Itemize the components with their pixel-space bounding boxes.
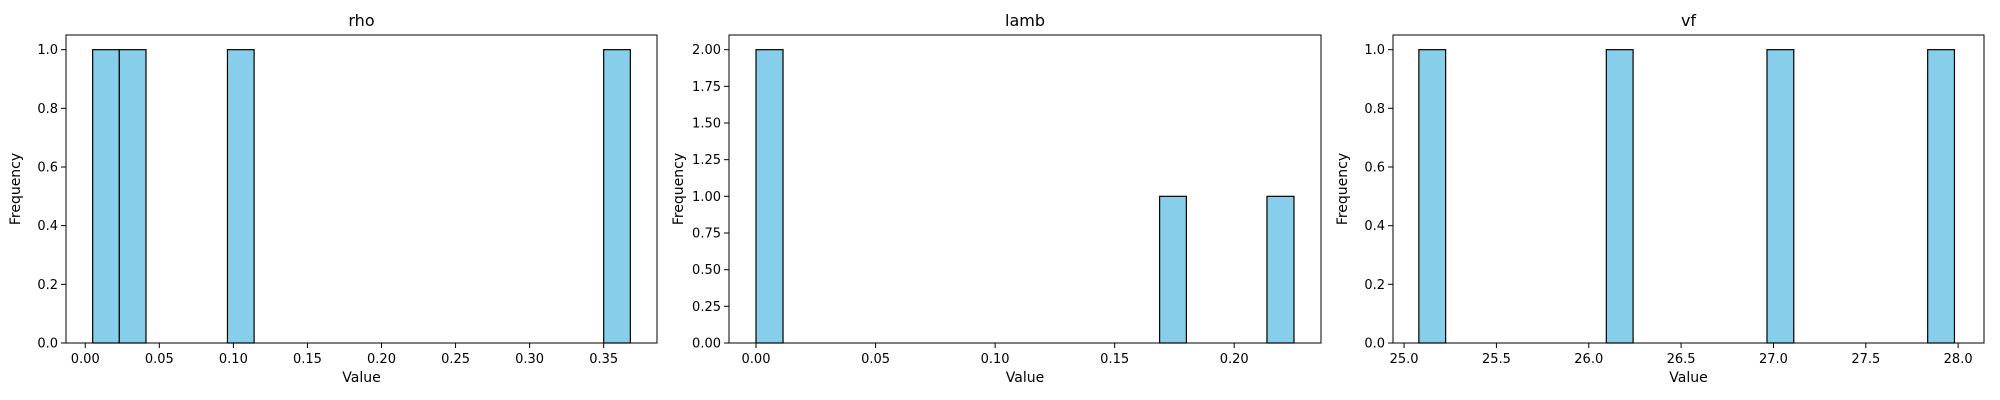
chart-title: lamb bbox=[1005, 11, 1045, 30]
y-tick-label: 0.6 bbox=[1364, 161, 1385, 176]
histogram-bar bbox=[603, 49, 631, 344]
x-tick-label: 0.00 bbox=[742, 352, 771, 367]
x-tick-label: 0.20 bbox=[1220, 352, 1249, 367]
y-tick-label: 0.6 bbox=[37, 161, 58, 176]
chart-title: vf bbox=[1681, 11, 1696, 30]
chart-panel-vf: 25.0 25.5 26.0 26.5 27.0 27.5 28.0 0.0 0.2 0.4 0.6… bbox=[1335, 11, 1985, 386]
y-tick-label: 1.25 bbox=[692, 153, 721, 168]
histogram-bar bbox=[1159, 195, 1187, 344]
y-axis-label: Frequency bbox=[8, 153, 24, 225]
x-tick-label: 0.05 bbox=[861, 352, 890, 367]
y-tick-label: 0.4 bbox=[37, 219, 58, 234]
x-tick-label: 27.5 bbox=[1851, 352, 1880, 367]
y-tick-label: 1.0 bbox=[37, 43, 58, 58]
y-tick-label: 0.75 bbox=[692, 227, 721, 242]
x-tick-label: 25.0 bbox=[1390, 352, 1419, 367]
x-tick-label: 26.0 bbox=[1574, 352, 1603, 367]
plot-frame bbox=[65, 34, 658, 344]
y-tick-label: 1.00 bbox=[692, 190, 721, 205]
y-tick-label: 0.50 bbox=[692, 263, 721, 278]
x-tick-label: 0.10 bbox=[219, 352, 248, 367]
x-tick-label: 0.15 bbox=[1100, 352, 1129, 367]
chart-panel-lamb: 0.00 0.05 0.10 0.15 0.20 0.00 0.25 0.50 0.75 1.00… bbox=[671, 11, 1322, 386]
x-tick-label: 0.35 bbox=[589, 352, 618, 367]
histogram-bar bbox=[1418, 49, 1447, 344]
histogram-bar bbox=[1266, 195, 1295, 344]
x-tick-label: 28.0 bbox=[1944, 352, 1973, 367]
histogram-bar bbox=[226, 49, 255, 344]
y-tick-label: 0.2 bbox=[1364, 278, 1385, 293]
y-tick-label: 0.8 bbox=[1364, 102, 1385, 117]
y-tick-label: 0.00 bbox=[692, 337, 721, 352]
y-axis-label: Frequency bbox=[1335, 153, 1351, 225]
x-tick-label: 0.20 bbox=[367, 352, 396, 367]
chart-title: rho bbox=[348, 11, 374, 30]
x-tick-label: 27.0 bbox=[1759, 352, 1788, 367]
y-tick-label: 1.75 bbox=[692, 80, 721, 95]
y-tick-label: 0.0 bbox=[37, 337, 58, 352]
y-tick-label: 1.50 bbox=[692, 117, 721, 132]
x-tick-label: 0.25 bbox=[441, 352, 470, 367]
y-tick-label: 0.0 bbox=[1364, 337, 1385, 352]
x-tick-label: 26.5 bbox=[1667, 352, 1696, 367]
y-tick-label: 1.0 bbox=[1364, 43, 1385, 58]
y-tick-label: 0.8 bbox=[37, 102, 58, 117]
x-tick-label: 0.15 bbox=[293, 352, 322, 367]
x-tick-label: 0.10 bbox=[981, 352, 1010, 367]
y-tick-label: 0.4 bbox=[1364, 219, 1385, 234]
histogram-bar bbox=[1927, 49, 1956, 344]
plot-frame bbox=[1392, 34, 1985, 344]
y-tick-label: 2.00 bbox=[692, 43, 721, 58]
x-tick-label: 0.05 bbox=[145, 352, 174, 367]
histogram-bar bbox=[1766, 49, 1795, 344]
y-axis-label: Frequency bbox=[671, 153, 687, 225]
histogram-bar bbox=[755, 49, 784, 344]
histogram-bar bbox=[1605, 49, 1634, 344]
plot-frame bbox=[728, 34, 1322, 344]
y-tick-label: 0.25 bbox=[692, 300, 721, 315]
y-tick-label: 0.2 bbox=[37, 278, 58, 293]
x-axis-label: Value bbox=[1006, 370, 1044, 386]
x-axis-label: Value bbox=[1669, 370, 1707, 386]
x-tick-label: 25.5 bbox=[1482, 352, 1511, 367]
chart-panel-rho: 0.00 0.05 0.10 0.15 0.20 0.25 0.30 0.35 0.0 0.2 0.… bbox=[8, 11, 658, 386]
x-axis-label: Value bbox=[342, 370, 380, 386]
histogram-bar bbox=[92, 49, 120, 344]
histogram-bar bbox=[118, 49, 147, 344]
x-tick-label: 0.30 bbox=[515, 352, 544, 367]
x-tick-label: 0.00 bbox=[71, 352, 100, 367]
